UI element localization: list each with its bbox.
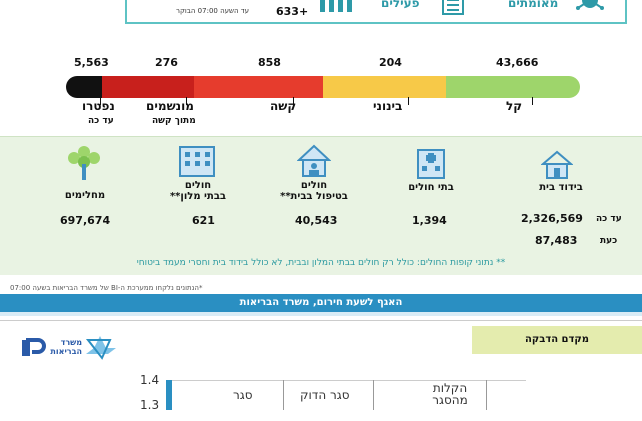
severity-segment	[101, 76, 195, 98]
document-icon	[442, 0, 464, 15]
home-care-value: 40,543	[295, 214, 338, 227]
active-label: פעילים	[381, 0, 420, 10]
tick	[408, 97, 409, 105]
hospitals-label: בתי חולים	[408, 182, 454, 193]
severity-label-mild: קל	[506, 99, 523, 113]
hotel-icon	[179, 146, 215, 177]
infection-rate-tag: מקדם הדבקה	[472, 326, 642, 354]
home-isolation-current: 87,483	[535, 234, 578, 247]
confirmed-summary-card	[125, 0, 627, 24]
ministry-logo-mark-icon	[22, 338, 46, 356]
severity-value-severe: 858	[258, 56, 281, 69]
footnote: ** נתוני קופות החולים: כולל רק חולים בבת…	[136, 258, 506, 268]
recovered-value: 697,674	[60, 214, 111, 227]
severity-value-ventilated: 276	[155, 56, 178, 69]
chart-divider	[486, 380, 487, 410]
confirmed-label: מאומתים	[508, 0, 559, 10]
severity-sub-deceased: עד כה	[88, 116, 114, 126]
severity-value-deceased: 5,563	[74, 56, 109, 69]
infection-rate-section	[0, 320, 642, 411]
tick	[186, 97, 187, 105]
chart-divider	[283, 380, 284, 410]
severity-label-moderate: בינוני	[373, 99, 403, 113]
banner-divider	[0, 312, 642, 316]
hotels-label: חולים בבתי מלון**	[169, 180, 227, 202]
tick	[100, 97, 101, 105]
recovered-label: מחלימים	[64, 190, 106, 201]
home-care-icon	[297, 144, 331, 177]
active-delta: 633+	[276, 5, 309, 18]
data-source-credit: *הנתונים נלקחו ממערכת ה-BI של משרד הבריא…	[10, 284, 203, 292]
hospitals-value: 1,394	[412, 214, 447, 227]
home-isolation-total: 2,326,569	[521, 212, 583, 225]
chart-area	[166, 380, 526, 421]
virus-icon	[576, 0, 604, 10]
severity-value-mild: 43,666	[496, 56, 539, 69]
chart-left-bar	[166, 380, 172, 410]
ministry-logo-text: משרד הבריאות	[50, 338, 82, 356]
severity-value-moderate: 204	[379, 56, 402, 69]
y-tick-1-3: 1.3	[140, 398, 160, 412]
row-label-so-far: עד כה	[596, 214, 622, 224]
tick	[293, 97, 294, 105]
home-care-label: חולים בטיפול בבית**	[280, 180, 348, 202]
column-easing: הקלות מהסגר	[432, 381, 468, 407]
hotels-value: 621	[192, 214, 215, 227]
column-lockdown: סגר	[233, 388, 253, 402]
severity-segment	[194, 76, 323, 98]
severity-label-deceased: נפטרו	[82, 99, 115, 113]
home-isolation-label: בידוד בית	[539, 182, 583, 193]
severity-segment	[322, 76, 447, 98]
people-icon	[320, 0, 352, 12]
ministry-logo: משרד הבריאות	[20, 334, 116, 360]
severity-segment	[66, 76, 102, 98]
house-icon	[541, 150, 573, 179]
row-label-now: כעת	[600, 236, 618, 246]
severity-segment	[446, 76, 580, 98]
hospital-icon	[417, 149, 445, 179]
severity-sub-ventilated: מתוך קשה	[152, 116, 196, 126]
y-tick-1-4: 1.4	[140, 373, 160, 387]
time-note: עד השעה 07:00 הבוקר	[176, 7, 250, 15]
chart-divider	[373, 380, 374, 410]
ministry-logo-emblem-icon	[85, 336, 116, 360]
recovered-tree-icon	[68, 146, 100, 180]
column-strict-lockdown: סגר הדוק	[300, 388, 350, 402]
severity-label-severe: קשה	[270, 99, 297, 113]
tick	[532, 97, 533, 105]
severity-label-ventilated: מונשמים	[146, 99, 194, 113]
severity-bar	[66, 76, 580, 98]
ministry-banner: האגף לשעת חירום, משרד הבריאות	[0, 294, 642, 312]
